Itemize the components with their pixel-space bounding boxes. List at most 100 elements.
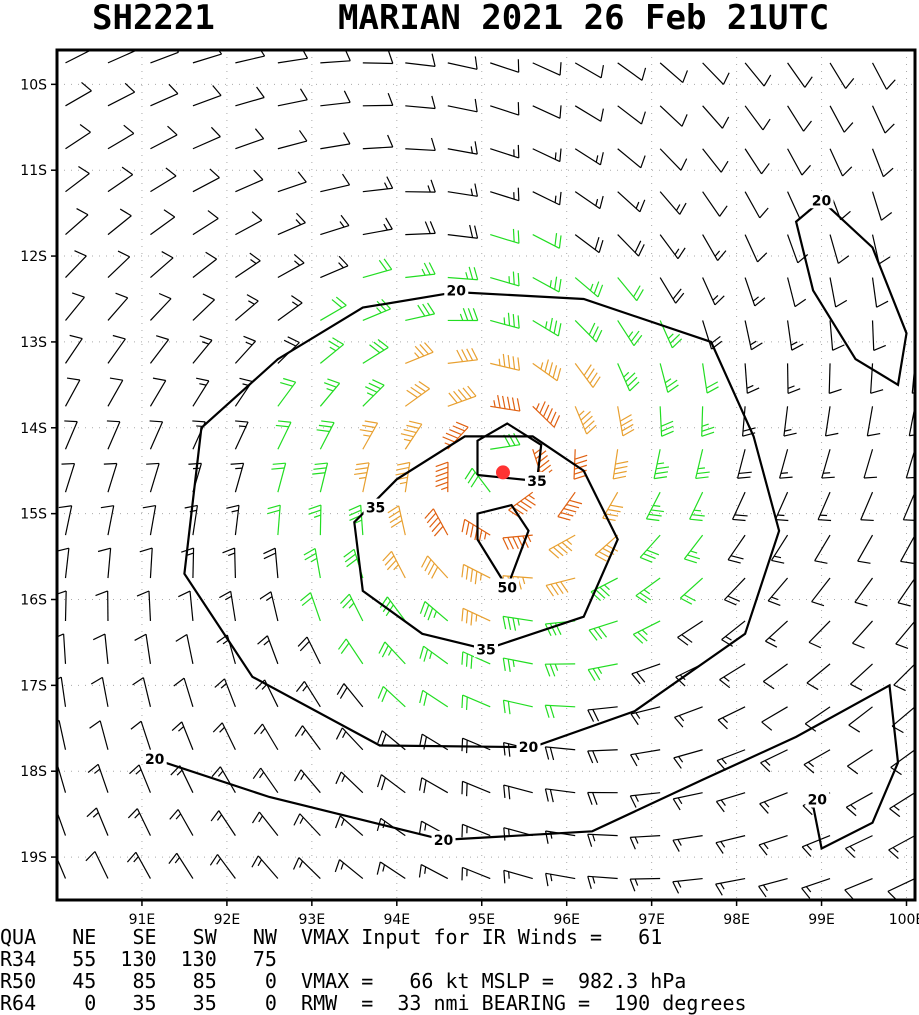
wind-barb [490,145,519,158]
wind-barb [405,303,434,321]
wind-barb [533,192,561,205]
wind-barb [150,84,177,105]
wind-barb [354,463,369,492]
wind-barb [858,535,873,563]
contour-label: 35 [476,642,495,658]
wind-barb [172,722,193,750]
contour-20kt-south [155,685,898,848]
wind-barb [575,192,603,209]
wind-barb [178,591,193,621]
wind-barb [703,235,726,261]
wind-barb [108,293,128,320]
wind-barb [320,133,350,149]
wind-barb [448,99,477,112]
wind-barb [193,44,222,63]
wind-barb [108,378,123,406]
wind-barb [86,852,108,879]
wind-barb [829,363,841,393]
wind-barb [405,96,435,109]
wind-barb [545,747,575,760]
wind-barb [745,235,767,262]
wind-barb [503,616,533,630]
y-tick-label: 18S [20,764,47,780]
wind-barb [575,278,602,297]
wind-barb [304,548,320,578]
wind-barb [193,336,212,363]
wind-barb [462,519,490,542]
wind-barb [253,768,278,793]
wind-barb [845,879,873,900]
wind-barb [490,395,520,411]
wind-barb [176,635,193,664]
wind-barb [680,578,702,604]
wind-barb [448,141,478,154]
wind-barb [533,277,561,292]
wind-barb [673,793,702,810]
contour-label: 20 [812,193,832,209]
wind-barb [830,278,847,307]
wind-barb [588,834,618,846]
wind-barb [873,149,894,177]
wind-barb [309,505,321,535]
wind-barb [88,764,108,792]
wind-barb [780,449,793,478]
wind-barb [235,253,260,277]
wind-barb [101,506,114,535]
wind-barb [788,149,811,175]
contour-label: 35 [366,501,385,517]
wind-barb [363,177,393,192]
wind-barb [193,86,221,106]
wind-barb [169,853,193,878]
wind-barb [448,225,478,238]
wind-barb [108,83,135,106]
wind-barb [588,664,617,681]
wind-barb [405,262,435,277]
wind-barb [788,278,806,307]
wind-barb [818,492,831,520]
wind-barb [654,449,669,478]
wind-barb [588,792,618,804]
wind-barb [720,664,746,688]
wind-barb [503,535,533,550]
wind-barb [193,294,215,320]
wind-barb [618,63,646,81]
wind-barb [873,235,891,264]
wind-barb [226,505,239,535]
wind-barb [235,170,262,191]
wind-barb [673,879,703,894]
wind-barb [462,781,490,796]
wind-barb [377,862,405,879]
wind-barb [745,63,771,86]
wind-barb [533,105,561,118]
wind-barb [545,789,575,802]
wind-barb [108,335,125,363]
wind-barb [846,793,872,816]
info-row-r64: R64 0 35 35 0 RMW = 33 nmi BEARING = 190… [0,992,747,1014]
wind-barb [618,192,645,212]
wind-barb [631,750,661,766]
wind-barb [363,93,393,106]
wind-barb [703,278,725,305]
wind-barb [873,192,892,221]
wind-barb [503,658,532,672]
wind-barb [703,106,729,129]
wind-barb [575,363,600,387]
wind-barb [235,295,258,321]
wind-barb [91,677,108,706]
wind-barb [420,601,447,620]
wind-barb [849,707,873,732]
wind-barb [338,639,362,664]
wind-barb [65,251,86,278]
wind-barb [150,294,171,321]
wind-barb [278,213,306,234]
storm-center-marker [496,465,510,479]
wind-barb [788,192,810,219]
wind-barb [745,363,759,393]
wind-barb [871,363,883,393]
info-row-r50: R50 45 85 85 0 VMAX = 66 kt MSLP = 982.3… [0,970,686,992]
wind-barb [788,363,801,393]
wind-barb [235,378,252,406]
wind-barb [788,106,812,131]
wind-barb [724,578,745,605]
wind-barb [295,770,321,793]
